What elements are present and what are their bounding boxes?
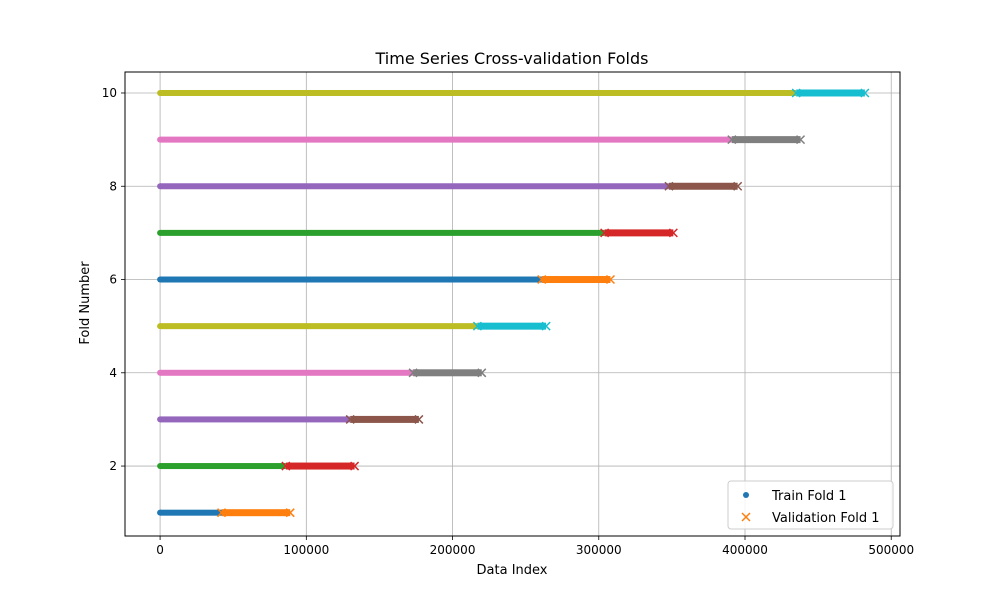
fold-1 xyxy=(157,508,295,518)
fold-4 xyxy=(157,368,487,378)
tick-layer: 0 100000 200000 300000 400000 500000 2 4 6 8 10 xyxy=(102,86,914,557)
train-segment xyxy=(160,183,669,190)
validation-segment xyxy=(350,415,419,423)
validation-start-marker xyxy=(216,508,227,518)
train-segment xyxy=(160,276,542,283)
train-segment xyxy=(160,463,286,470)
validation-start-marker xyxy=(345,414,355,424)
validation-start-marker xyxy=(664,181,674,191)
x-tick-label: 400000 xyxy=(722,543,768,557)
validation-start-marker xyxy=(537,274,547,285)
fold-9 xyxy=(157,135,806,145)
train-start-point xyxy=(157,463,164,470)
legend-label: Validation Fold 1 xyxy=(772,511,880,526)
fold-2 xyxy=(157,461,360,471)
validation-end-marker xyxy=(733,181,743,191)
fold-6 xyxy=(157,274,616,285)
validation-segment xyxy=(668,182,738,190)
validation-start-marker xyxy=(727,135,737,145)
validation-segment xyxy=(541,276,611,284)
validation-start-marker xyxy=(408,368,418,378)
x-tick-label: 0 xyxy=(156,543,164,557)
validation-end-marker xyxy=(477,368,487,378)
validation-end-marker xyxy=(350,461,360,471)
legend-label: Train Fold 1 xyxy=(771,489,847,504)
train-start-point xyxy=(157,416,164,423)
validation-segment xyxy=(221,509,291,517)
validation-segment xyxy=(285,462,355,470)
train-segment xyxy=(160,229,605,236)
fold-8 xyxy=(157,181,743,191)
train-start-point xyxy=(157,369,164,376)
validation-segment xyxy=(413,369,482,377)
legend: Train Fold 1 Validation Fold 1 xyxy=(727,480,894,530)
x-tick-label: 100000 xyxy=(283,543,329,557)
train-segment xyxy=(160,369,414,376)
y-tick-label: 4 xyxy=(109,366,117,380)
validation-segment xyxy=(731,136,801,144)
validation-segment xyxy=(604,229,674,237)
train-start-point xyxy=(157,229,164,236)
y-tick-label: 6 xyxy=(109,273,117,287)
train-start-point xyxy=(157,323,164,330)
fold-3 xyxy=(157,414,424,424)
x-axis-title: Data Index xyxy=(477,563,548,578)
legend-dot-marker xyxy=(743,492,749,498)
y-axis-title: Fold Number xyxy=(78,261,93,345)
fold-10 xyxy=(157,88,870,98)
chart-title: Time Series Cross-validation Folds xyxy=(375,49,649,68)
plot-area-frame xyxy=(124,71,901,537)
train-segment xyxy=(160,509,222,516)
validation-start-marker xyxy=(600,228,610,238)
train-start-point xyxy=(157,276,164,283)
fold-7 xyxy=(157,228,678,238)
legend-box xyxy=(727,480,894,530)
legend-x-marker xyxy=(741,512,751,522)
validation-end-marker xyxy=(285,508,295,518)
validation-start-marker xyxy=(281,461,291,471)
validation-end-marker xyxy=(668,228,678,238)
y-tick-label: 8 xyxy=(109,179,117,193)
train-segment xyxy=(160,416,351,423)
train-segment xyxy=(160,89,797,96)
train-segment xyxy=(160,136,732,143)
y-tick-label: 10 xyxy=(102,86,117,100)
train-start-point xyxy=(157,89,164,96)
train-start-point xyxy=(157,183,164,190)
x-tick-label: 200000 xyxy=(430,543,476,557)
fold-5 xyxy=(157,321,551,331)
train-segment xyxy=(160,323,478,330)
series-layer xyxy=(157,88,870,518)
validation-end-marker xyxy=(541,321,551,331)
x-tick-label: 300000 xyxy=(576,543,622,557)
validation-end-marker xyxy=(860,88,870,98)
validation-end-marker xyxy=(605,274,616,285)
validation-end-marker xyxy=(796,135,806,145)
validation-segment xyxy=(796,89,865,97)
x-tick-label: 500000 xyxy=(868,543,914,557)
validation-start-marker xyxy=(472,321,482,331)
train-start-point xyxy=(157,136,164,143)
y-tick-label: 2 xyxy=(109,459,117,473)
validation-start-marker xyxy=(791,88,801,98)
train-start-point xyxy=(157,509,164,516)
validation-segment xyxy=(477,322,547,330)
validation-end-marker xyxy=(414,414,424,424)
